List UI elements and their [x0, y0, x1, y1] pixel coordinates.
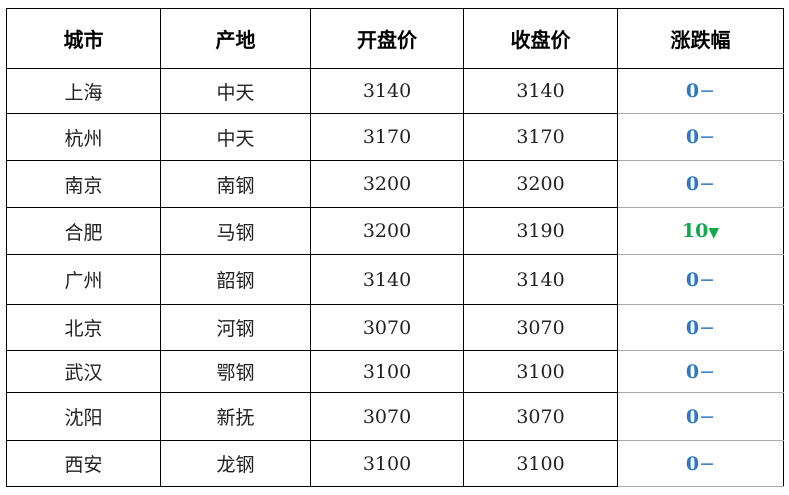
cell-change: 10▼ — [617, 207, 784, 255]
header-change: 涨跌幅 — [617, 8, 784, 69]
cell-open: 3200 — [310, 160, 464, 208]
change-value: 0 — [685, 173, 700, 195]
cell-open: 3100 — [310, 440, 464, 487]
change-value: 0 — [685, 405, 700, 428]
flat-dash-icon: − — [699, 80, 716, 102]
cell-origin: 龙钢 — [160, 440, 311, 487]
cell-close: 3070 — [463, 392, 618, 441]
table-row: 北京 河钢 3070 3070 0− — [6, 304, 784, 351]
cell-close: 3200 — [463, 160, 618, 208]
cell-origin: 韶钢 — [160, 254, 311, 305]
table-row: 广州 韶钢 3140 3140 0− — [6, 254, 784, 305]
cell-close: 3140 — [463, 254, 618, 305]
header-city: 城市 — [6, 8, 161, 69]
cell-origin: 鄂钢 — [160, 350, 311, 393]
change-value: 0 — [685, 268, 700, 291]
cell-open: 3170 — [310, 113, 464, 161]
cell-origin: 中天 — [160, 113, 311, 161]
cell-open: 3200 — [310, 207, 464, 255]
flat-dash-icon: − — [699, 405, 716, 428]
table-row: 上海 中天 3140 3140 0− — [6, 68, 784, 114]
change-value: 0 — [685, 80, 700, 102]
table-row: 沈阳 新抚 3070 3070 0− — [6, 392, 784, 441]
header-origin: 产地 — [160, 8, 311, 69]
cell-city: 广州 — [6, 254, 161, 305]
cell-origin: 南钢 — [160, 160, 311, 208]
flat-dash-icon: − — [699, 316, 716, 339]
cell-close: 3100 — [463, 440, 618, 487]
cell-close: 3100 — [463, 350, 618, 393]
cell-origin: 新抚 — [160, 392, 311, 441]
cell-open: 3070 — [310, 392, 464, 441]
flat-dash-icon: − — [699, 452, 716, 475]
cell-close: 3140 — [463, 68, 618, 114]
cell-origin: 中天 — [160, 68, 311, 114]
cell-open: 3100 — [310, 350, 464, 393]
cell-open: 3140 — [310, 68, 464, 114]
cell-change: 0− — [617, 113, 784, 161]
change-value: 0 — [685, 360, 700, 383]
cell-change: 0− — [617, 68, 784, 114]
cell-city: 武汉 — [6, 350, 161, 393]
cell-city: 北京 — [6, 304, 161, 351]
cell-origin: 马钢 — [160, 207, 311, 255]
change-value: 0 — [685, 316, 700, 339]
cell-city: 合肥 — [6, 207, 161, 255]
down-arrow-icon: ▼ — [708, 225, 720, 241]
change-value: 10 — [681, 220, 709, 242]
cell-change: 0− — [617, 160, 784, 208]
cell-change: 0− — [617, 350, 784, 393]
steel-price-table: 城市 产地 开盘价 收盘价 涨跌幅 上海 中天 3140 3140 0− 杭州 中天 3170… — [6, 8, 784, 487]
cell-close: 3070 — [463, 304, 618, 351]
table-row: 合肥 马钢 3200 3190 10▼ — [6, 207, 784, 255]
cell-city: 杭州 — [6, 113, 161, 161]
cell-change: 0− — [617, 392, 784, 441]
cell-open: 3070 — [310, 304, 464, 351]
table-row: 西安 龙钢 3100 3100 0− — [6, 440, 784, 487]
flat-dash-icon: − — [699, 173, 716, 195]
change-value: 0 — [685, 126, 700, 148]
cell-city: 沈阳 — [6, 392, 161, 441]
cell-origin: 河钢 — [160, 304, 311, 351]
flat-dash-icon: − — [699, 268, 716, 291]
cell-change: 0− — [617, 440, 784, 487]
table-row: 杭州 中天 3170 3170 0− — [6, 113, 784, 161]
header-open-price: 开盘价 — [310, 8, 464, 69]
cell-close: 3170 — [463, 113, 618, 161]
cell-city: 南京 — [6, 160, 161, 208]
cell-open: 3140 — [310, 254, 464, 305]
header-close-price: 收盘价 — [463, 8, 618, 69]
header-row: 城市 产地 开盘价 收盘价 涨跌幅 — [6, 8, 784, 69]
flat-dash-icon: − — [699, 360, 716, 383]
cell-city: 西安 — [6, 440, 161, 487]
flat-dash-icon: − — [699, 126, 716, 148]
cell-change: 0− — [617, 254, 784, 305]
cell-close: 3190 — [463, 207, 618, 255]
cell-city: 上海 — [6, 68, 161, 114]
cell-change: 0− — [617, 304, 784, 351]
table-row: 南京 南钢 3200 3200 0− — [6, 160, 784, 208]
table-row: 武汉 鄂钢 3100 3100 0− — [6, 350, 784, 393]
change-value: 0 — [685, 452, 700, 475]
